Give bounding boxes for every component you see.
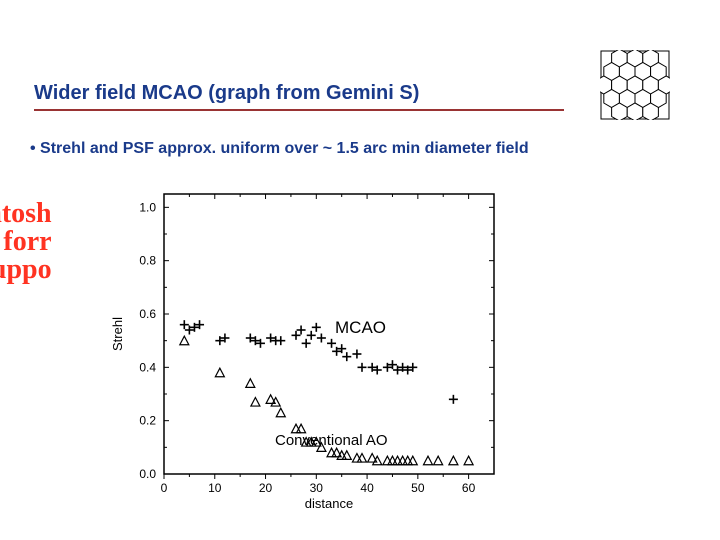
strehl-vs-distance-chart: 0 10 20 30 40 50 60 0.0 0.2 0.4 0.6 0.8 1.0 distance S…	[104, 182, 502, 508]
svg-text:distance: distance	[305, 496, 353, 508]
svg-text:Strehl: Strehl	[110, 317, 125, 351]
svg-text:0.6: 0.6	[139, 307, 156, 321]
svg-text:50: 50	[411, 481, 425, 495]
svg-text:0.4: 0.4	[139, 360, 156, 374]
watermark-line: atosh	[0, 200, 52, 228]
watermark-line: ge forr	[0, 228, 52, 256]
svg-text:0: 0	[161, 481, 168, 495]
svg-text:60: 60	[462, 481, 476, 495]
mcao-label: MCAO	[335, 318, 386, 338]
svg-text:0.2: 0.2	[139, 414, 156, 428]
svg-text:30: 30	[310, 481, 324, 495]
svg-text:0.8: 0.8	[139, 254, 156, 268]
watermark-line: suppo	[0, 256, 52, 284]
watermark-text: atosh ge forr suppo	[0, 200, 52, 284]
page-title: Wider field MCAO (graph from Gemini S)	[34, 82, 564, 111]
svg-text:0.0: 0.0	[139, 467, 156, 481]
bullet-text: • Strehl and PSF approx. uniform over ~ …	[30, 140, 529, 158]
svg-text:10: 10	[208, 481, 222, 495]
svg-text:40: 40	[360, 481, 374, 495]
svg-text:1.0: 1.0	[139, 200, 156, 214]
conventional-ao-label: Conventional AO	[275, 432, 388, 449]
hex-mirror-logo	[600, 50, 670, 120]
svg-text:20: 20	[259, 481, 273, 495]
